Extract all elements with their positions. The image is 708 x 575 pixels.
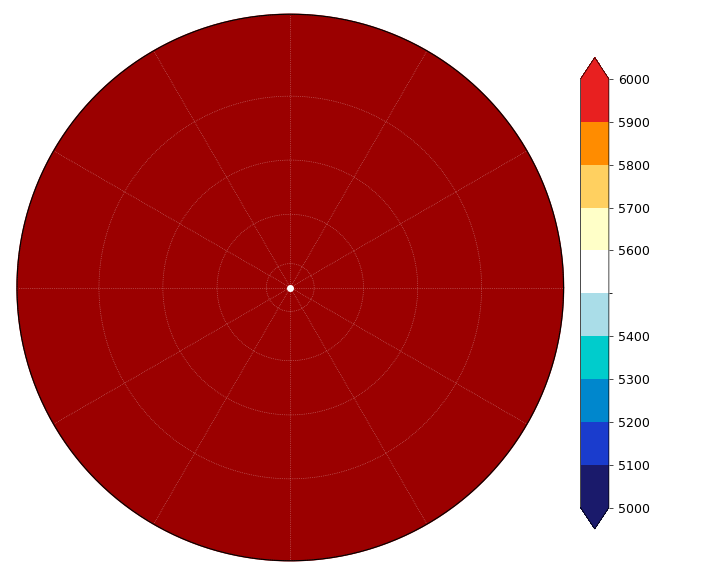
PathPatch shape	[581, 508, 609, 529]
PathPatch shape	[581, 58, 609, 79]
Polygon shape	[17, 14, 564, 561]
